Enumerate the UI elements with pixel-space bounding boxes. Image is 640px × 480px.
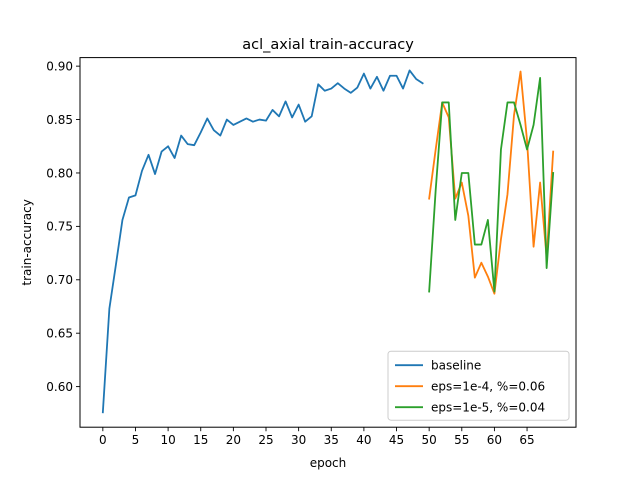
x-tick-label: 45 xyxy=(389,433,404,447)
y-tick-label: 0.90 xyxy=(46,59,73,73)
y-tick-label: 0.70 xyxy=(46,273,73,287)
legend-label-1: eps=1e-4, %=0.06 xyxy=(431,380,545,394)
x-tick-label: 0 xyxy=(99,433,107,447)
x-tick-label: 65 xyxy=(519,433,534,447)
plot-lines xyxy=(101,69,555,414)
y-tick-label: 0.85 xyxy=(46,113,73,127)
x-tick-label: 30 xyxy=(291,433,306,447)
legend-label-0: baseline xyxy=(431,359,481,373)
x-tick-label: 15 xyxy=(193,433,208,447)
legend: baseline eps=1e-4, %=0.06 eps=1e-5, %=0.04 xyxy=(387,350,570,421)
x-tick-label: 60 xyxy=(487,433,502,447)
legend-box xyxy=(387,350,570,421)
y-axis-label: train-accuracy xyxy=(20,199,34,285)
x-tick-label: 55 xyxy=(454,433,469,447)
x-axis-label: epoch xyxy=(310,456,347,470)
y-tick-label: 0.65 xyxy=(46,326,73,340)
x-tick-label: 10 xyxy=(160,433,175,447)
x-tick-label: 35 xyxy=(324,433,339,447)
x-tick-label: 20 xyxy=(226,433,241,447)
chart-title: acl_axial train-accuracy xyxy=(242,37,414,53)
x-tick-label: 5 xyxy=(132,433,140,447)
series-line-2 xyxy=(428,77,555,293)
x-tick-label: 40 xyxy=(356,433,371,447)
series-line-0 xyxy=(101,69,424,414)
legend-label-2: eps=1e-5, %=0.04 xyxy=(431,401,545,415)
y-tick-label: 0.80 xyxy=(46,166,73,180)
y-tick-label: 0.60 xyxy=(46,380,73,394)
x-tick-label: 25 xyxy=(258,433,273,447)
y-tick-label: 0.75 xyxy=(46,220,73,234)
plot-frame xyxy=(79,57,577,428)
x-axis: 0 5 10 15 20 25 30 35 40 45 50 55 60 65 xyxy=(99,427,535,447)
y-axis: 0.60 0.65 0.70 0.75 0.80 0.85 0.90 xyxy=(46,59,80,394)
x-tick-label: 50 xyxy=(422,433,437,447)
